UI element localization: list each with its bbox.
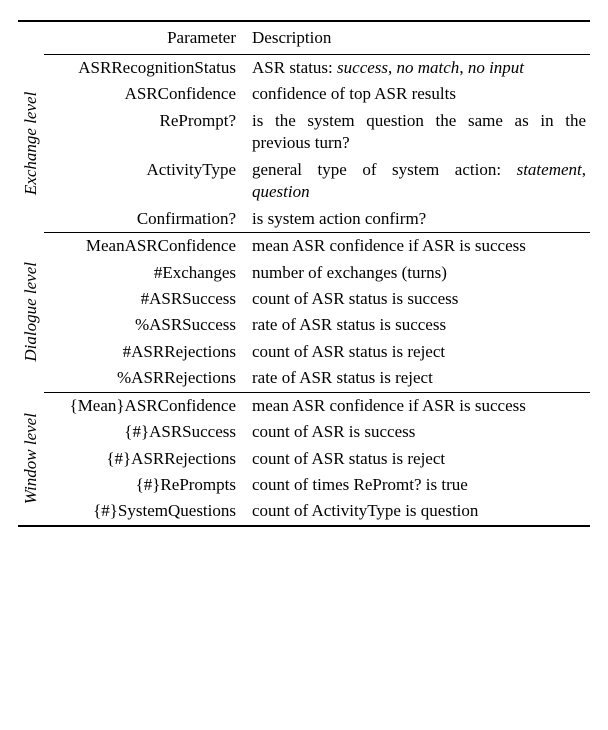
parameter-name: #ASRRejections bbox=[44, 339, 246, 365]
parameter-name: #Exchanges bbox=[44, 260, 246, 286]
parameter-description: count of ASR status is success bbox=[246, 286, 590, 312]
parameter-description: rate of ASR status is reject bbox=[246, 365, 590, 391]
group-rows: {Mean}ASRConfidencemean ASR confidence i… bbox=[44, 393, 590, 525]
parameter-description: count of ActivityType is question bbox=[246, 498, 590, 524]
parameter-name: #ASRSuccess bbox=[44, 286, 246, 312]
group-rows: MeanASRConfidencemean ASR confidence if … bbox=[44, 233, 590, 392]
parameter-description: confidence of top ASR results bbox=[246, 81, 590, 107]
parameter-name: ASRConfidence bbox=[44, 81, 246, 107]
parameter-description: rate of ASR status is success bbox=[246, 312, 590, 338]
parameter-description: is the system question the same as in th… bbox=[246, 108, 590, 157]
group-rows: ASRRecognitionStatusASR status: success,… bbox=[44, 55, 590, 232]
parameter-description: general type of system action: statement… bbox=[246, 157, 590, 206]
parameter-name: ASRRecognitionStatus bbox=[44, 55, 246, 81]
parameter-name: Confirmation? bbox=[44, 206, 246, 232]
group-label: Dialogue level bbox=[18, 233, 44, 392]
parameter-description: mean ASR confidence if ASR is success bbox=[246, 393, 590, 419]
parameter-name: {#}RePrompts bbox=[44, 472, 246, 498]
header-parameter: Parameter bbox=[44, 22, 246, 54]
parameter-name: {#}ASRRejections bbox=[44, 446, 246, 472]
parameter-name: MeanASRConfidence bbox=[44, 233, 246, 259]
header-description: Description bbox=[246, 22, 590, 54]
parameter-name: {#}ASRSuccess bbox=[44, 419, 246, 445]
parameter-description: count of ASR status is reject bbox=[246, 446, 590, 472]
parameter-description: is system action confirm? bbox=[246, 206, 590, 232]
parameter-description: count of times RePromt? is true bbox=[246, 472, 590, 498]
parameter-description: number of exchanges (turns) bbox=[246, 260, 590, 286]
parameter-name: ActivityType bbox=[44, 157, 246, 206]
parameter-description: mean ASR confidence if ASR is success bbox=[246, 233, 590, 259]
parameter-name: {Mean}ASRConfidence bbox=[44, 393, 246, 419]
parameter-name: RePrompt? bbox=[44, 108, 246, 157]
group-label: Window level bbox=[18, 393, 44, 525]
rule-bottom bbox=[18, 525, 590, 527]
parameter-description: count of ASR is success bbox=[246, 419, 590, 445]
parameter-table: Parameter Description Exchange level ASR… bbox=[18, 20, 590, 527]
parameter-name: %ASRSuccess bbox=[44, 312, 246, 338]
parameter-description: count of ASR status is reject bbox=[246, 339, 590, 365]
parameter-name: {#}SystemQuestions bbox=[44, 498, 246, 524]
parameter-name: %ASRRejections bbox=[44, 365, 246, 391]
parameter-description: ASR status: success, no match, no input bbox=[246, 55, 590, 81]
group-label: Exchange level bbox=[18, 55, 44, 232]
